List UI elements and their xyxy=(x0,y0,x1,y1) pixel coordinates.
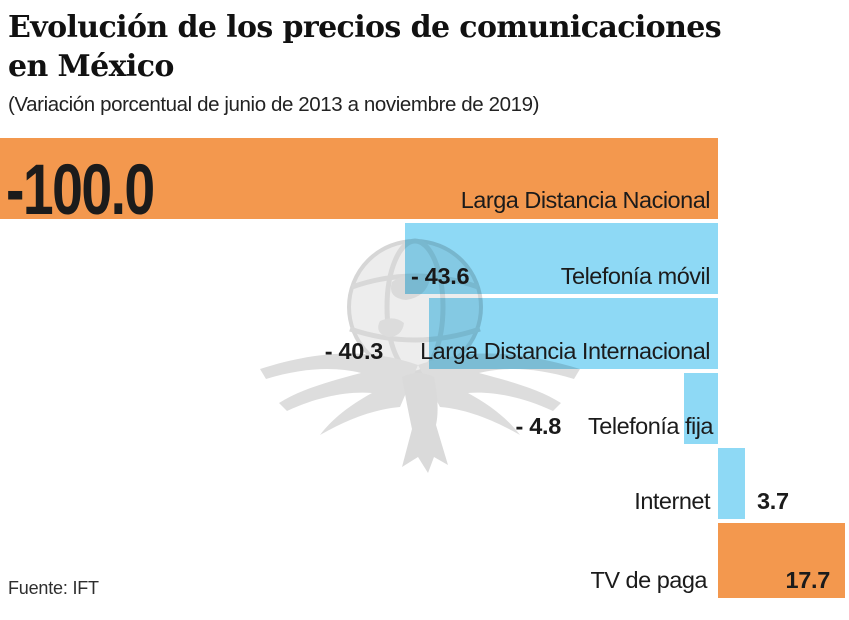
bar-row: 3.7 Internet xyxy=(0,448,849,519)
bar xyxy=(718,523,846,598)
value-label: - 43.6 xyxy=(411,262,470,289)
chart-title-line-1: Evolución de los precios de comunicacion… xyxy=(8,10,722,45)
value-label: 17.7 xyxy=(785,566,830,593)
category-label: Telefonía móvil xyxy=(560,262,711,289)
category-label: Larga Distancia Nacional xyxy=(460,186,711,213)
category-label: Internet xyxy=(634,487,710,514)
bar xyxy=(0,138,718,219)
value-label: - 40.3 xyxy=(324,337,384,364)
value-label: - 4.8 xyxy=(515,412,561,439)
chart-title-line-2: en México xyxy=(8,49,174,84)
bar-row: - 43.6 Telefonía móvil xyxy=(0,223,849,294)
chart-subtitle: (Variación porcentual de junio de 2013 a… xyxy=(8,93,540,116)
category-label: Larga Distancia Internacional xyxy=(420,337,710,364)
bar-row: - 40.3 Larga Distancia Internacional xyxy=(0,298,849,369)
source-label: Fuente: IFT xyxy=(8,578,99,598)
bar-row: - 4.8 Telefonía fija xyxy=(0,373,849,444)
bar xyxy=(718,448,745,519)
bar-row: 17.7 TV de paga xyxy=(0,523,849,598)
value-label: 3.7 xyxy=(757,487,789,514)
category-label: Telefonía fija xyxy=(588,412,713,439)
bar xyxy=(683,373,718,444)
chart-title: Evolución de los precios de comunicacion… xyxy=(8,8,722,86)
value-label: -100.0 xyxy=(6,150,155,230)
category-label: TV de paga xyxy=(590,566,707,593)
bar-row: -100.0 Larga Distancia Nacional xyxy=(0,138,849,230)
